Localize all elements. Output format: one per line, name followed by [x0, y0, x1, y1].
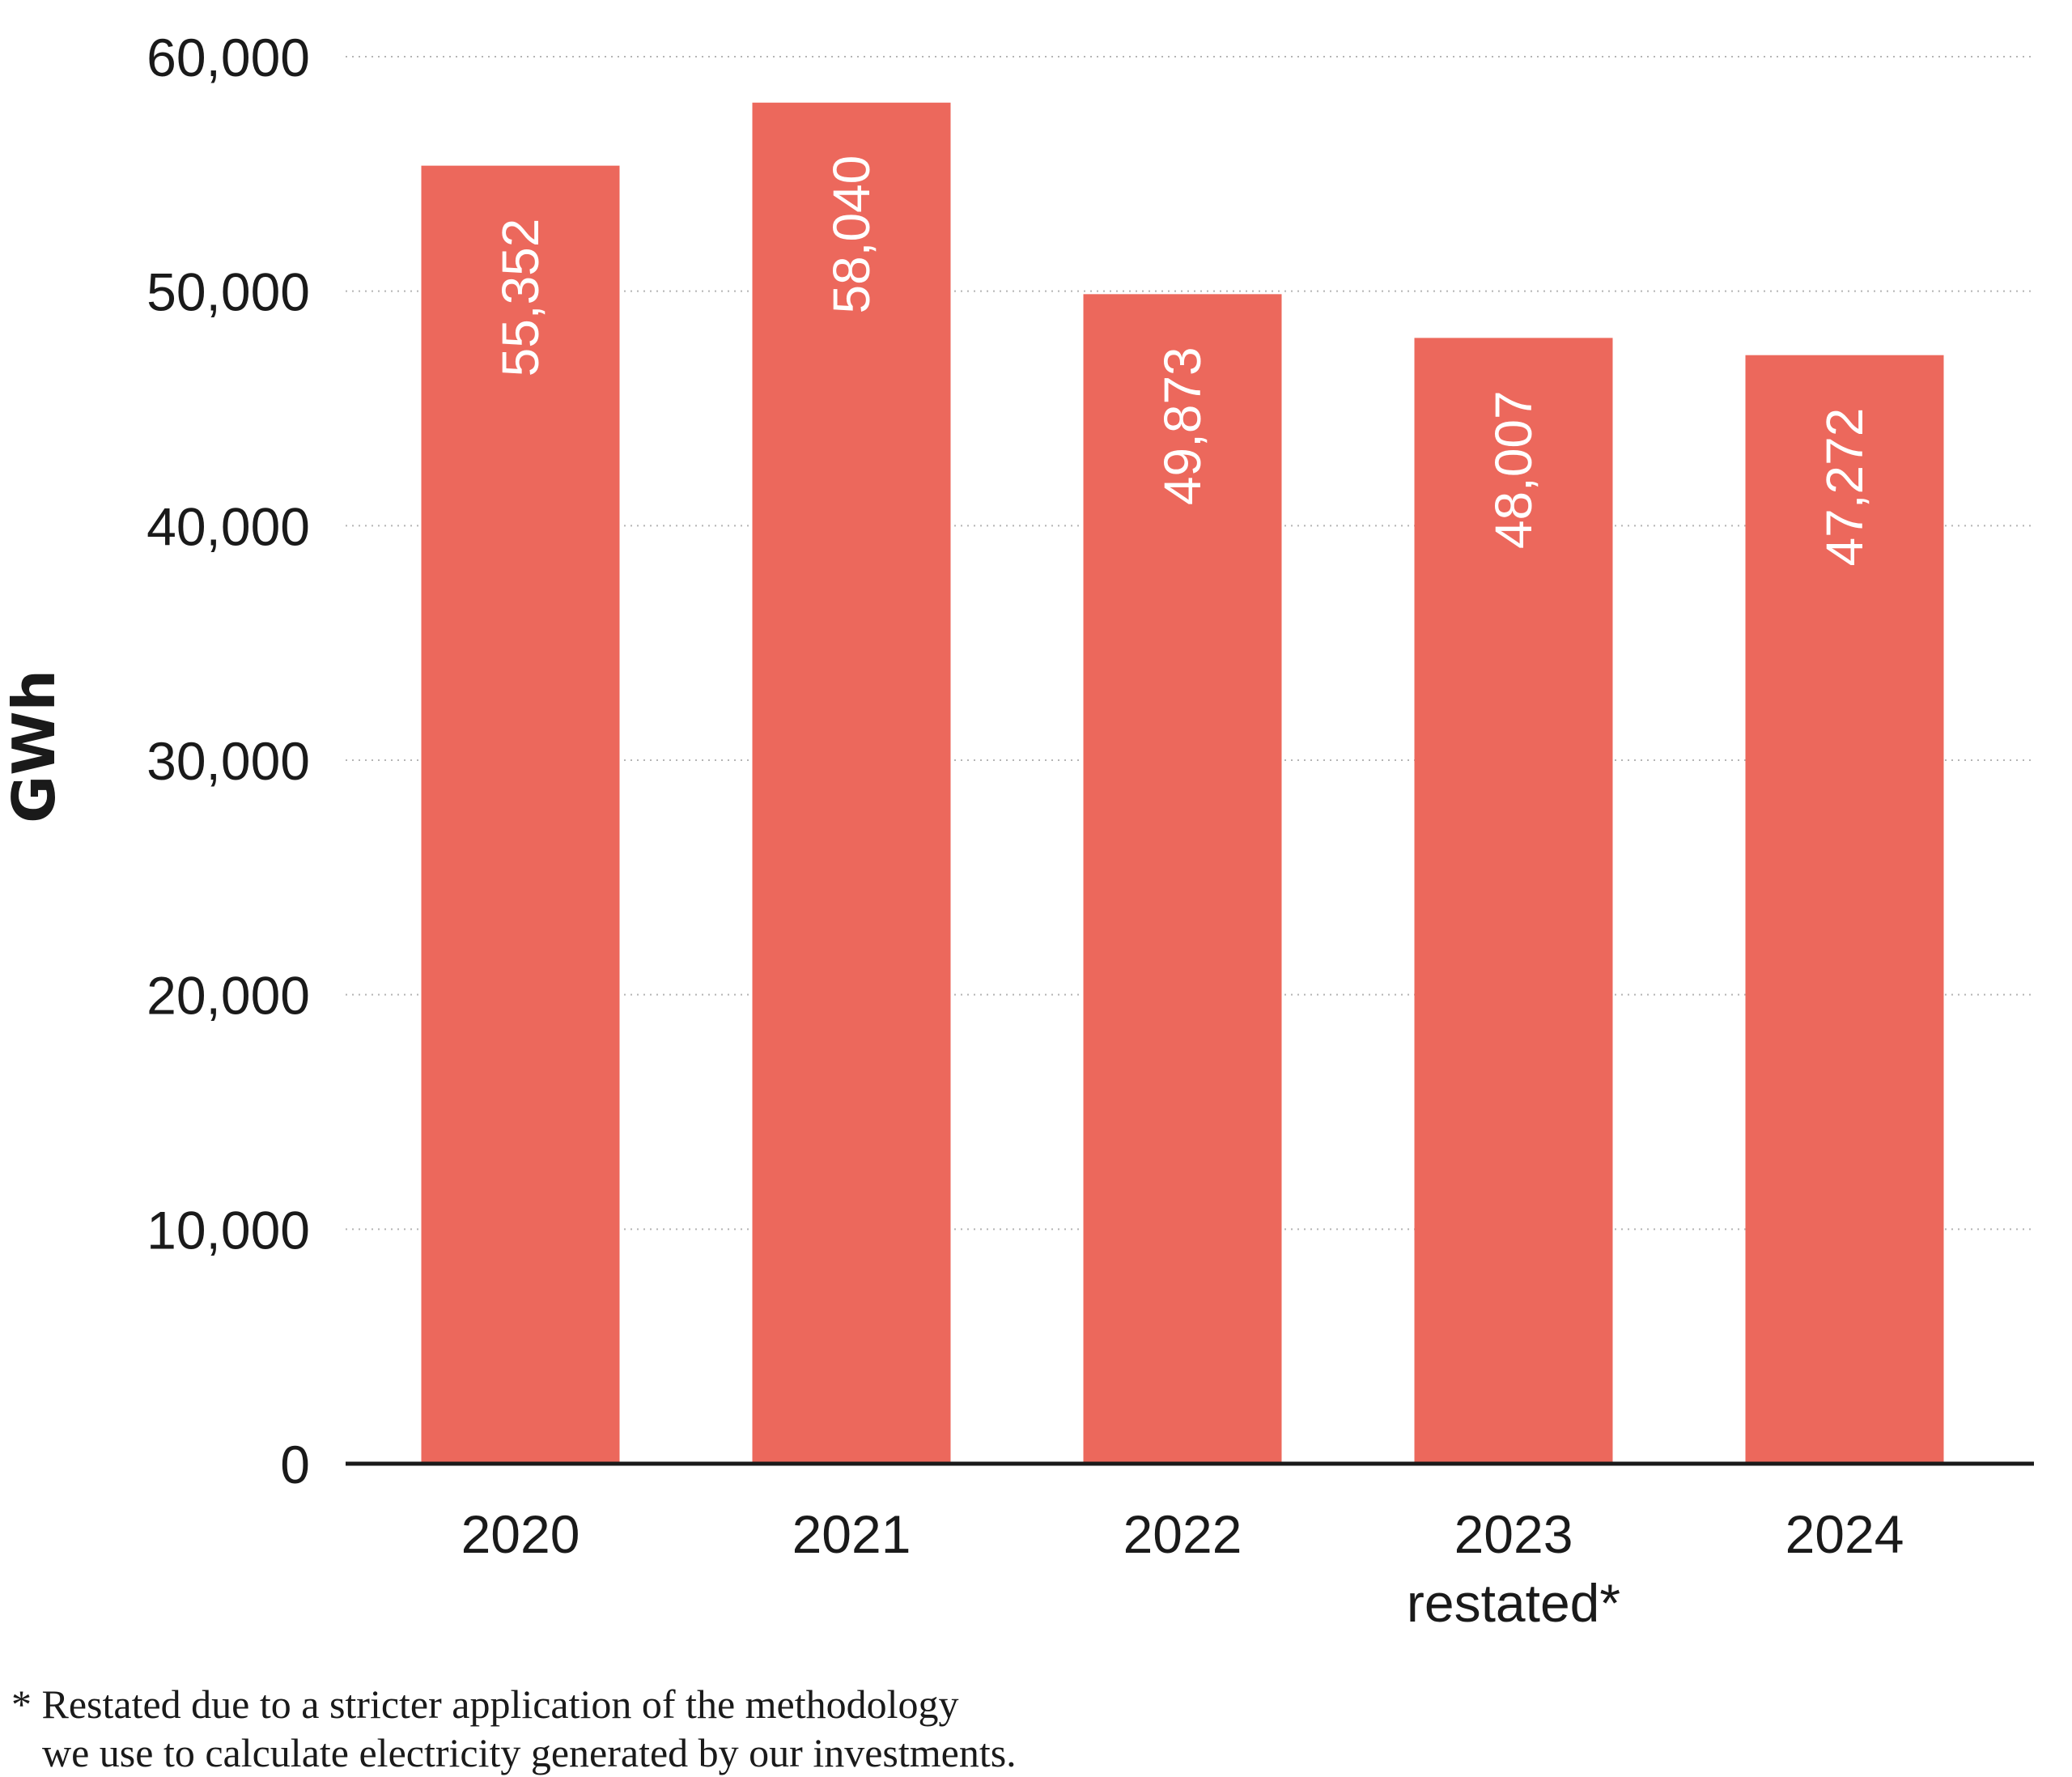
y-axis-label: GWh — [0, 670, 68, 823]
footnote-line-1: * Restated due to a stricter application… — [11, 1681, 959, 1727]
y-tick-label: 60,000 — [146, 28, 310, 87]
data-labels: 55,352 58,040 49,873 48,007 47,272 — [491, 155, 1874, 567]
x-tick-label: 2021 — [792, 1504, 911, 1564]
bar — [1414, 338, 1613, 1465]
data-label: 47,272 — [1815, 408, 1874, 567]
x-tick-label: 2022 — [1123, 1504, 1242, 1564]
x-tick-label: 2024 — [1785, 1504, 1904, 1564]
x-axis-categories: 2020 2021 2022 2023 restated* 2024 — [461, 1504, 1904, 1633]
x-tick-label: 2023 — [1454, 1504, 1573, 1564]
data-label: 55,352 — [491, 219, 550, 377]
bar-chart: 0 10,000 20,000 30,000 40,000 50,000 60,000 55… — [0, 28, 2034, 1633]
data-label: 49,873 — [1153, 346, 1212, 505]
bar — [421, 165, 620, 1464]
y-axis-ticks: 0 10,000 20,000 30,000 40,000 50,000 60,000 — [146, 28, 310, 1494]
x-tick-sublabel: restated* — [1407, 1573, 1620, 1633]
data-label: 48,007 — [1484, 390, 1543, 549]
footnote: * Restated due to a stricter application… — [11, 1680, 1225, 1777]
y-tick-label: 30,000 — [146, 731, 310, 791]
y-tick-label: 50,000 — [146, 262, 310, 322]
bar — [1083, 294, 1282, 1464]
bar — [1745, 355, 1944, 1464]
bar — [752, 102, 951, 1465]
footnote-line-2: we use to calculate electricity generate… — [42, 1730, 1017, 1775]
data-label: 58,040 — [822, 155, 881, 314]
y-tick-label: 10,000 — [146, 1200, 310, 1260]
y-tick-label: 20,000 — [146, 966, 310, 1026]
y-tick-label: 40,000 — [146, 496, 310, 556]
y-tick-label: 0 — [280, 1435, 310, 1494]
bars — [421, 102, 1944, 1465]
x-tick-label: 2020 — [461, 1504, 580, 1564]
